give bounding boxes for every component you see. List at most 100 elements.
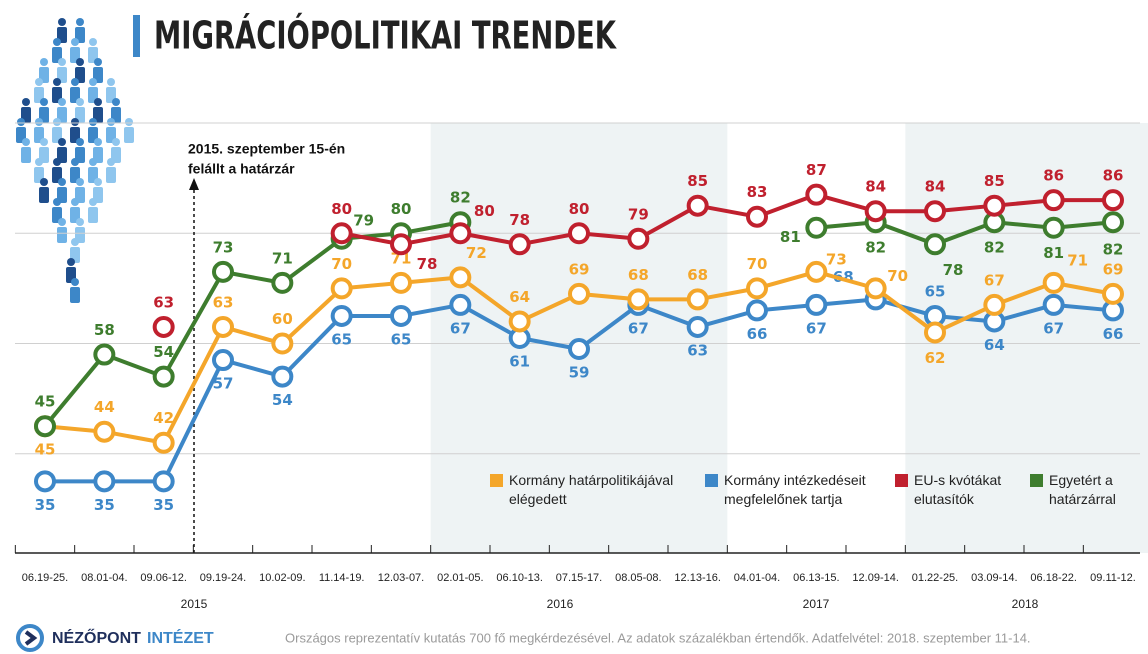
value-label: 80	[331, 200, 352, 218]
year-label: 2016	[547, 597, 574, 611]
x-tick-label: 04.01-04.	[734, 572, 780, 584]
person-icon	[57, 227, 67, 243]
x-tick-label: 09.06-12.	[140, 572, 186, 584]
person-icon	[58, 178, 66, 186]
annotation: 2015. szeptember 15-én	[188, 141, 345, 157]
value-label: 68	[687, 266, 708, 284]
value-label: 65	[331, 330, 352, 348]
data-point	[392, 235, 410, 253]
logo-text: INTÉZET	[147, 628, 214, 647]
page: MIGRÁCIÓPOLITIKAI TRENDEK 2015. szeptemb…	[0, 0, 1148, 654]
legend-label: EU-s kvótákat elutasítók	[914, 471, 1029, 509]
data-point	[689, 197, 707, 215]
legend-label: Kormány intézkedéseit megfelelőnek tartj…	[724, 471, 889, 509]
data-point	[214, 263, 232, 281]
logo-icon	[18, 626, 42, 650]
person-icon	[71, 158, 79, 166]
person-icon	[21, 147, 31, 163]
data-point	[867, 202, 885, 220]
x-tick-label: 06.10-13.	[496, 572, 542, 584]
value-label: 87	[806, 161, 827, 179]
person-icon	[94, 58, 102, 66]
value-label: 73	[213, 238, 234, 256]
data-point	[1045, 219, 1063, 237]
person-icon	[112, 98, 120, 106]
data-point	[392, 274, 410, 292]
x-tick-label: 08.05-08.	[615, 572, 661, 584]
value-label: 45	[35, 393, 56, 411]
value-label: 63	[687, 341, 708, 359]
data-point	[1104, 285, 1122, 303]
x-tick-label: 01.22-25.	[912, 572, 958, 584]
data-point	[273, 368, 291, 386]
data-point	[629, 230, 647, 248]
data-point	[570, 285, 588, 303]
x-tick-label: 06.13-15.	[793, 572, 839, 584]
chart: MIGRÁCIÓPOLITIKAI TRENDEK 2015. szeptemb…	[0, 0, 1148, 654]
value-label: 85	[984, 172, 1005, 190]
value-label: 70	[747, 255, 768, 273]
value-label: 61	[509, 353, 530, 371]
person-icon	[94, 138, 102, 146]
person-icon	[40, 138, 48, 146]
value-label: 71	[272, 249, 293, 267]
value-label: 73	[826, 250, 847, 268]
data-point	[985, 296, 1003, 314]
footnote: Országos reprezentatív kutatás 700 fő me…	[285, 630, 1031, 645]
value-label: 72	[466, 244, 487, 262]
x-tick-label: 12.09-14.	[852, 572, 898, 584]
data-point	[95, 346, 113, 364]
data-point	[511, 235, 529, 253]
value-label: 67	[806, 319, 827, 337]
data-point	[985, 197, 1003, 215]
data-point	[807, 219, 825, 237]
data-point	[511, 312, 529, 330]
person-icon	[76, 218, 84, 226]
logo-text: NÉZŐPONT	[52, 628, 141, 647]
value-label: 59	[569, 364, 590, 382]
value-label: 67	[628, 319, 649, 337]
person-icon	[71, 78, 79, 86]
value-label: 70	[331, 255, 352, 273]
x-tick-label: 12.03-07.	[378, 572, 424, 584]
data-point	[748, 279, 766, 297]
person-icon	[53, 198, 61, 206]
person-icon	[35, 78, 43, 86]
person-icon	[17, 118, 25, 126]
data-point	[214, 318, 232, 336]
data-point	[155, 368, 173, 386]
title-bar	[133, 15, 140, 57]
person-icon	[22, 138, 30, 146]
value-label: 82	[984, 239, 1005, 257]
value-label: 81	[1043, 244, 1064, 262]
value-label: 54	[272, 391, 293, 409]
value-label: 67	[450, 319, 471, 337]
person-icon	[35, 118, 43, 126]
value-label: 69	[569, 260, 590, 278]
value-label: 42	[153, 409, 174, 427]
person-icon	[106, 167, 116, 183]
person-icon	[107, 118, 115, 126]
value-label: 78	[509, 211, 530, 229]
person-icon	[89, 158, 97, 166]
value-label: 78	[943, 261, 964, 279]
data-point	[748, 208, 766, 226]
person-icon	[58, 138, 66, 146]
x-tick-label: 08.01-04.	[81, 572, 127, 584]
value-label: 54	[153, 343, 174, 361]
data-point	[333, 307, 351, 325]
value-label: 86	[1043, 167, 1064, 185]
data-point	[570, 340, 588, 358]
data-point	[155, 472, 173, 490]
data-point	[36, 472, 54, 490]
person-icon	[58, 18, 66, 26]
person-icon	[76, 138, 84, 146]
logo-icon	[26, 632, 34, 644]
x-tick-label: 06.18-22.	[1030, 572, 1076, 584]
data-point	[36, 417, 54, 435]
person-icon	[76, 58, 84, 66]
data-point	[926, 202, 944, 220]
person-icon	[67, 258, 75, 266]
data-point	[1045, 274, 1063, 292]
person-icon	[107, 158, 115, 166]
